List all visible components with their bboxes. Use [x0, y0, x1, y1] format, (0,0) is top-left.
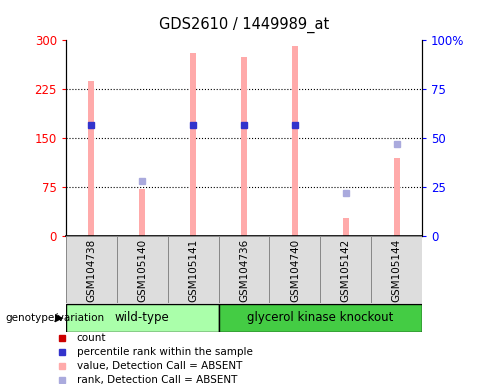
Text: rank, Detection Call = ABSENT: rank, Detection Call = ABSENT	[77, 375, 237, 384]
Text: GSM104738: GSM104738	[86, 239, 96, 302]
Bar	[269, 236, 320, 303]
Bar	[241, 56, 247, 236]
Text: GSM105141: GSM105141	[188, 239, 198, 302]
Bar	[343, 218, 349, 236]
Bar	[292, 46, 298, 236]
Text: GSM105144: GSM105144	[392, 239, 402, 302]
Text: percentile rank within the sample: percentile rank within the sample	[77, 347, 253, 357]
Text: GSM104736: GSM104736	[239, 239, 249, 302]
Bar	[190, 53, 196, 236]
Text: wild-type: wild-type	[115, 311, 170, 324]
Bar	[66, 236, 117, 303]
Bar	[66, 304, 219, 331]
Bar	[371, 236, 422, 303]
Bar	[219, 236, 269, 303]
Text: genotype/variation: genotype/variation	[5, 313, 104, 323]
Text: value, Detection Call = ABSENT: value, Detection Call = ABSENT	[77, 361, 242, 371]
Bar	[394, 158, 400, 236]
Text: GSM105140: GSM105140	[137, 239, 147, 302]
Bar	[168, 236, 219, 303]
Text: ▶: ▶	[55, 313, 63, 323]
Bar	[117, 236, 168, 303]
Text: count: count	[77, 333, 106, 343]
Bar	[320, 236, 371, 303]
Text: GDS2610 / 1449989_at: GDS2610 / 1449989_at	[159, 17, 329, 33]
Bar	[219, 304, 422, 331]
Text: glycerol kinase knockout: glycerol kinase knockout	[247, 311, 393, 324]
Text: GSM105142: GSM105142	[341, 239, 351, 302]
Text: GSM104740: GSM104740	[290, 239, 300, 302]
Bar	[88, 81, 94, 236]
Bar	[139, 189, 145, 236]
